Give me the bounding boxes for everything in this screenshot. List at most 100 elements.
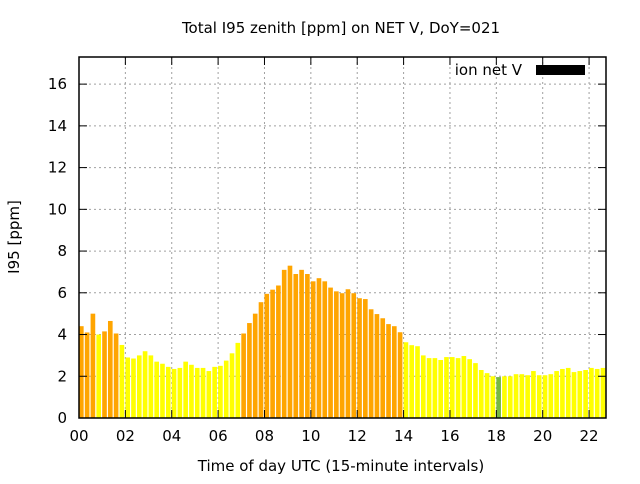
x-axis-label: Time of day UTC (15-minute intervals) — [197, 457, 484, 475]
bar — [426, 358, 432, 418]
bar — [484, 373, 490, 418]
bar — [560, 368, 565, 418]
x-tick-label: 16 — [440, 427, 459, 445]
bar — [490, 376, 496, 418]
bar — [380, 318, 386, 418]
bar — [241, 333, 246, 418]
bar — [403, 342, 409, 418]
bar — [131, 358, 136, 418]
grid — [79, 57, 606, 418]
legend: ion net V — [455, 61, 585, 79]
bar — [594, 368, 600, 418]
bar — [415, 346, 420, 418]
y-tick-label: 2 — [57, 367, 67, 385]
bar — [438, 359, 444, 418]
bar — [154, 361, 159, 418]
bar — [513, 374, 519, 418]
bar — [200, 367, 206, 418]
y-tick-label: 10 — [48, 200, 67, 218]
bar — [148, 355, 154, 418]
bar — [305, 274, 310, 418]
bar — [218, 365, 223, 418]
bar — [264, 293, 270, 418]
bar — [183, 361, 188, 418]
bar — [276, 285, 281, 418]
bar — [409, 345, 415, 418]
bar — [119, 344, 125, 418]
y-tick-label: 4 — [57, 326, 67, 344]
plot-frame — [78, 56, 607, 419]
bar — [328, 287, 333, 418]
bar — [571, 372, 577, 418]
bar — [548, 374, 554, 418]
x-tick-label: 20 — [533, 427, 552, 445]
y-tick-label: 14 — [48, 117, 67, 135]
bar — [351, 293, 357, 418]
bar — [316, 278, 322, 418]
bar — [287, 265, 293, 418]
bar — [212, 366, 217, 418]
y-tick-label: 6 — [57, 284, 67, 302]
bar — [507, 376, 513, 418]
bar — [299, 269, 304, 418]
bar — [235, 342, 241, 418]
bar — [496, 377, 501, 418]
bar — [322, 281, 328, 418]
x-tick-label: 06 — [209, 427, 228, 445]
bar — [293, 274, 299, 418]
bar — [368, 309, 374, 418]
bar — [79, 326, 84, 418]
bar — [339, 293, 345, 418]
bar — [270, 289, 275, 418]
bar — [461, 356, 467, 418]
bar — [519, 374, 525, 418]
y-tick-label: 8 — [57, 242, 67, 260]
bar — [281, 269, 287, 418]
bar — [160, 363, 165, 418]
bar — [467, 359, 472, 418]
bar — [142, 351, 148, 418]
bar — [536, 375, 542, 418]
bar — [194, 367, 200, 418]
bar — [136, 355, 142, 418]
x-tick-label: 18 — [487, 427, 506, 445]
bar — [229, 353, 235, 418]
bar — [171, 368, 177, 418]
bar — [420, 355, 426, 418]
y-tick-label: 12 — [48, 159, 67, 177]
bar — [386, 324, 391, 418]
bar — [258, 302, 264, 418]
bar — [165, 366, 171, 418]
bar — [525, 375, 530, 418]
legend-swatch — [536, 65, 585, 75]
chart-title: Total I95 zenith [ppm] on NET V, DoY=021 — [181, 19, 500, 37]
x-tick-label: 08 — [255, 427, 274, 445]
bar — [397, 332, 403, 418]
bar — [554, 371, 559, 418]
bar — [107, 320, 113, 418]
bar — [84, 332, 90, 418]
bar — [577, 371, 583, 418]
x-tick-label: 22 — [580, 427, 599, 445]
y-tick-label: 16 — [48, 75, 67, 93]
legend-label: ion net V — [455, 61, 523, 79]
bar — [113, 333, 119, 418]
x-tick-label: 10 — [301, 427, 320, 445]
bar — [334, 291, 339, 418]
bar — [125, 357, 131, 418]
bar — [455, 358, 461, 418]
bar — [531, 371, 536, 418]
bar — [392, 326, 397, 418]
bar — [589, 367, 594, 418]
bar — [449, 357, 455, 418]
x-tick-label: 04 — [162, 427, 181, 445]
x-tick-label: 12 — [348, 427, 367, 445]
bar — [357, 298, 362, 418]
bar — [473, 363, 478, 418]
bar — [542, 375, 548, 418]
bar — [374, 314, 380, 418]
bar — [345, 289, 351, 418]
x-tick-label: 14 — [394, 427, 413, 445]
bar — [223, 360, 229, 418]
